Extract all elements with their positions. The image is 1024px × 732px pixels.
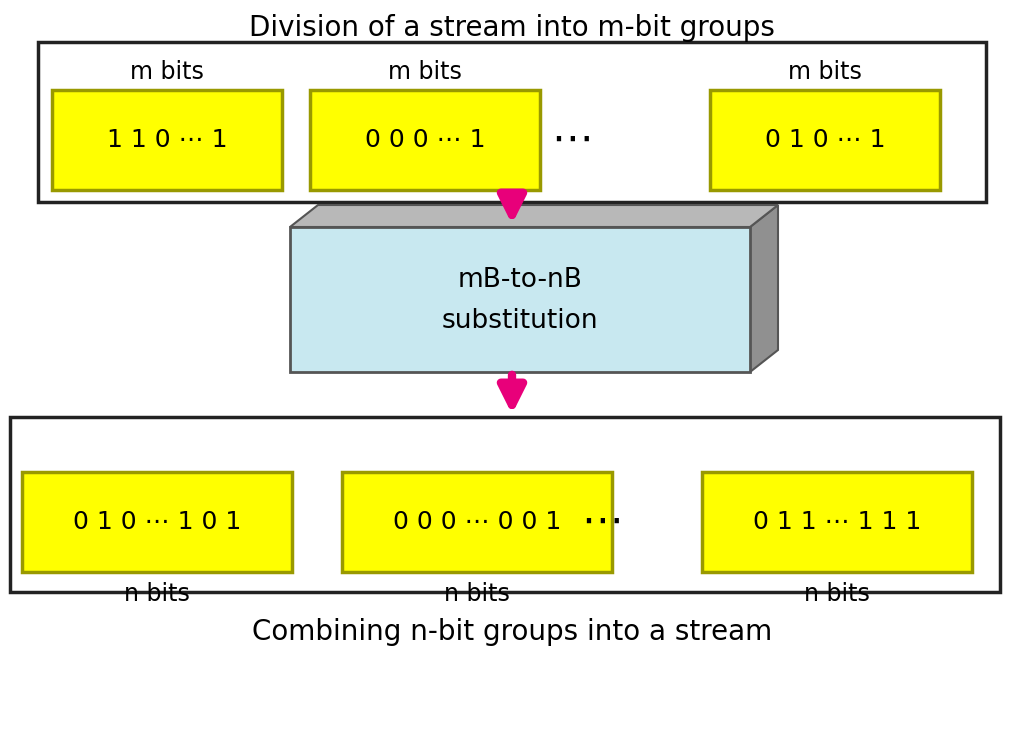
Bar: [342, 472, 612, 572]
Text: ⋯: ⋯: [551, 119, 593, 161]
Text: n bits: n bits: [444, 582, 510, 606]
Text: n bits: n bits: [124, 582, 189, 606]
Bar: [10, 417, 1000, 592]
Text: 0 0 0 ⋯ 0 0 1: 0 0 0 ⋯ 0 0 1: [393, 510, 561, 534]
Bar: [702, 472, 972, 572]
Text: m bits: m bits: [788, 60, 862, 84]
Text: mB-to-nB: mB-to-nB: [458, 266, 583, 293]
Text: 0 1 0 ⋯ 1 0 1: 0 1 0 ⋯ 1 0 1: [73, 510, 241, 534]
Text: n bits: n bits: [804, 582, 870, 606]
Bar: [52, 90, 282, 190]
Text: m bits: m bits: [130, 60, 204, 84]
Bar: [22, 472, 292, 572]
Text: Division of a stream into m-bit groups: Division of a stream into m-bit groups: [249, 14, 775, 42]
Text: m bits: m bits: [388, 60, 462, 84]
Bar: [710, 90, 940, 190]
Polygon shape: [290, 205, 778, 227]
Bar: [38, 42, 986, 202]
Text: substitution: substitution: [441, 308, 598, 335]
Bar: [310, 90, 540, 190]
Text: 0 1 1 ⋯ 1 1 1: 0 1 1 ⋯ 1 1 1: [753, 510, 922, 534]
Bar: [290, 227, 750, 372]
Text: 0 0 0 ⋯ 1: 0 0 0 ⋯ 1: [365, 128, 485, 152]
Text: 0 1 0 ⋯ 1: 0 1 0 ⋯ 1: [765, 128, 886, 152]
Text: 1 1 0 ⋯ 1: 1 1 0 ⋯ 1: [106, 128, 227, 152]
Text: ⋯: ⋯: [582, 501, 623, 543]
Polygon shape: [750, 205, 778, 372]
Text: Combining n-bit groups into a stream: Combining n-bit groups into a stream: [252, 618, 772, 646]
